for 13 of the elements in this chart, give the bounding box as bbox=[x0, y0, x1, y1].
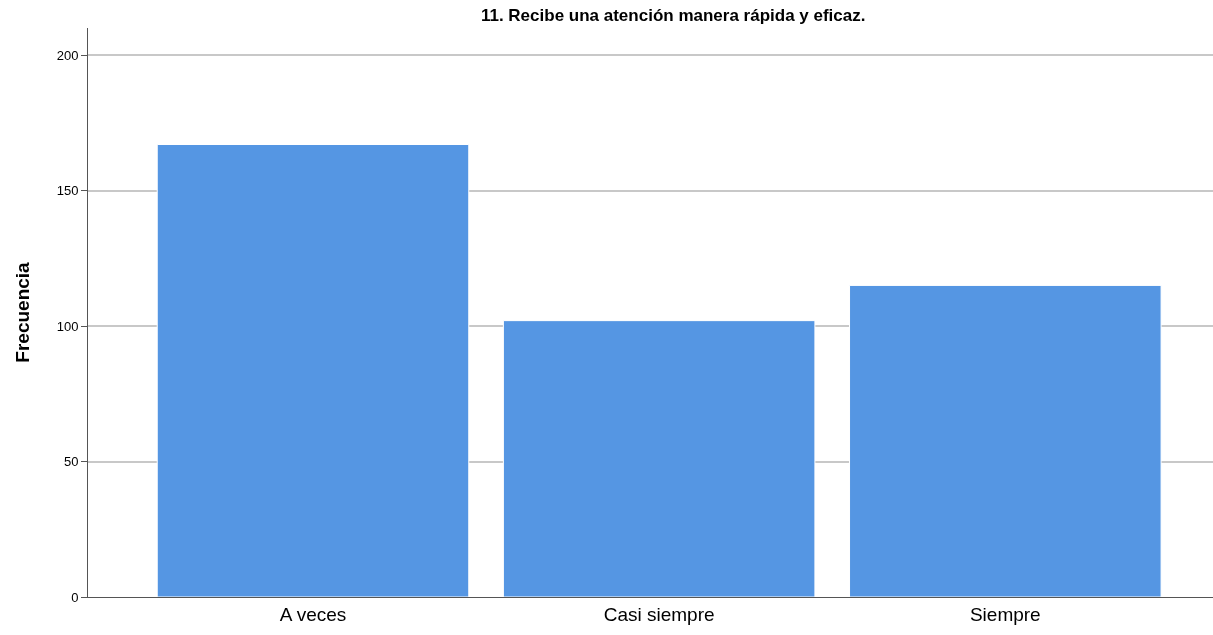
x-tick-label: Casi siempre bbox=[603, 603, 715, 625]
bar bbox=[502, 320, 816, 597]
chart-title: 11. Recibe una atención manera rápida y eficaz. bbox=[480, 6, 866, 26]
bar bbox=[849, 284, 1162, 597]
y-tick-label: 200 bbox=[56, 47, 79, 63]
y-tick-label: 50 bbox=[63, 454, 79, 470]
bar bbox=[156, 144, 470, 597]
y-axis-title: Frecuencia bbox=[11, 261, 33, 363]
x-tick-label: A veces bbox=[279, 603, 347, 625]
y-tick-label: 150 bbox=[56, 183, 79, 199]
y-tick-label: 0 bbox=[71, 589, 79, 605]
y-tick-label: 100 bbox=[56, 318, 79, 334]
x-tick-label: Siempre bbox=[969, 603, 1041, 625]
